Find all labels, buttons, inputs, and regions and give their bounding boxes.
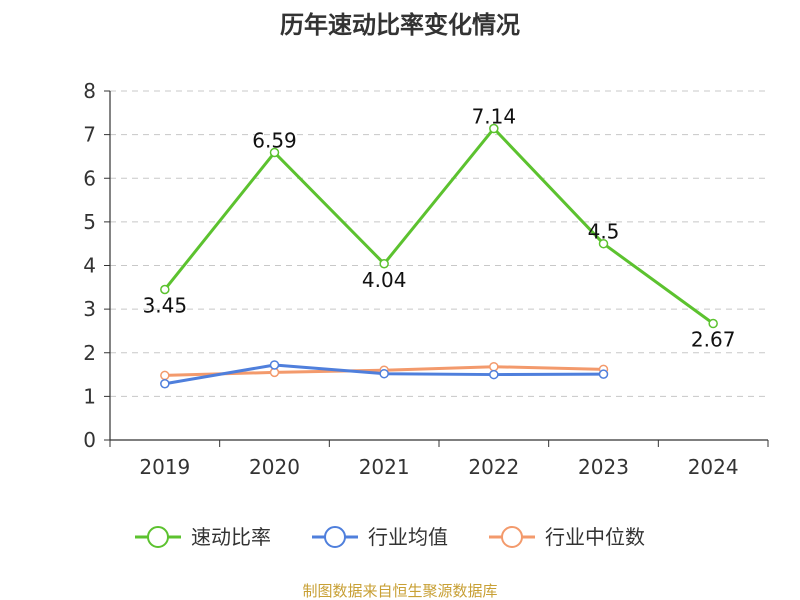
data-point: [160, 378, 170, 389]
data-label: 7.14: [472, 105, 517, 129]
data-labels: 3.45 6.59 4.04 7.14 4.5 2.67: [143, 105, 736, 352]
data-point: [160, 284, 170, 295]
data-point: [598, 369, 609, 379]
data-point: [379, 259, 389, 269]
data-point: [160, 370, 170, 381]
x-tick-label: 2023: [578, 455, 629, 479]
legend-item[interactable]: 行业中位数: [489, 525, 645, 549]
y-tick-label: 8: [83, 79, 96, 103]
legend-marker: [501, 526, 523, 548]
legend-item[interactable]: 速动比率: [135, 525, 271, 549]
source-note: 制图数据来自恒生聚源数据库: [302, 582, 497, 600]
y-tick-label: 5: [83, 210, 96, 234]
legend-label: 行业中位数: [545, 525, 645, 549]
data-label: 2.67: [691, 328, 736, 352]
y-tick-label: 1: [83, 384, 96, 408]
data-point: [708, 318, 718, 329]
data-label: 3.45: [143, 293, 188, 317]
legend-marker: [147, 526, 169, 548]
y-tick-label: 2: [83, 341, 96, 365]
data-label: 6.59: [252, 129, 297, 153]
data-point: [489, 369, 499, 380]
y-tick-label: 3: [83, 297, 96, 321]
legend-item[interactable]: 行业均值: [312, 525, 448, 549]
axes: 0 1 2 3 4 5 6 7 8 2019 2020 2021 2022 2023 2024: [83, 79, 769, 479]
series-lines: [160, 123, 718, 389]
data-point: [269, 147, 280, 158]
x-tick-label: 2020: [249, 455, 300, 479]
legend-label: 速动比率: [191, 525, 271, 549]
data-label: 4.5: [588, 220, 620, 244]
data-point: [598, 238, 609, 249]
data-point: [379, 368, 389, 379]
series-line: [163, 127, 715, 325]
x-tick-label: 2021: [359, 455, 410, 479]
chart-title: 历年速动比率变化情况: [280, 11, 520, 39]
data-point: [269, 360, 280, 370]
x-tick-label: 2019: [139, 455, 190, 479]
data-label: 4.04: [362, 268, 407, 292]
y-tick-label: 0: [83, 428, 96, 452]
data-point: [489, 361, 499, 372]
grid-lines: [110, 90, 768, 397]
legend: 速动比率 行业均值 行业中位数: [135, 525, 645, 549]
x-tick-label: 2022: [468, 455, 519, 479]
y-tick-label: 7: [83, 123, 96, 147]
legend-marker: [324, 526, 346, 548]
y-tick-label: 4: [83, 254, 96, 278]
legend-label: 行业均值: [368, 525, 448, 549]
x-tick-label: 2024: [688, 455, 739, 479]
data-point: [489, 123, 499, 134]
y-tick-label: 6: [83, 166, 96, 190]
